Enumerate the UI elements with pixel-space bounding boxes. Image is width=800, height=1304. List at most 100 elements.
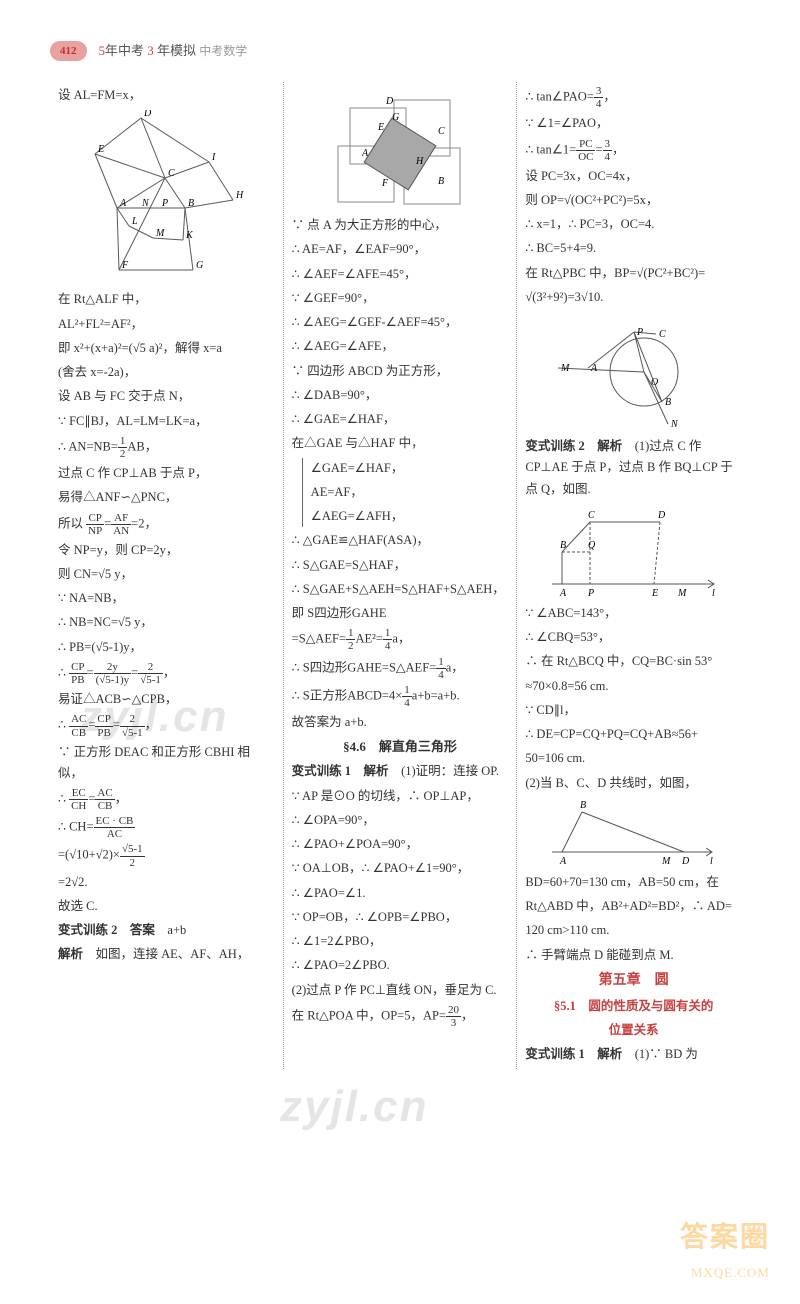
svg-text:A: A [119, 198, 127, 209]
text: ∴ DE=CP=CQ+PQ=CQ+AB≈56+ [525, 724, 742, 745]
svg-text:E: E [377, 122, 384, 133]
section-title-46: §4.6 解直角三角形 [292, 736, 509, 758]
text: 令 NP=y，则 CP=2y， [58, 540, 275, 561]
text: ∵ 点 A 为大正方形的中心， [292, 215, 509, 236]
svg-text:N: N [141, 198, 150, 209]
svg-text:H: H [235, 190, 244, 201]
svg-text:A: A [559, 856, 567, 867]
text: 设 PC=3x，OC=4x， [525, 166, 742, 187]
svg-text:B: B [665, 397, 671, 408]
svg-text:L: L [131, 216, 138, 227]
geometry-figure-1: DEICHABNPLMKFG [81, 110, 251, 285]
svg-text:M: M [560, 363, 570, 374]
svg-text:E: E [651, 588, 658, 599]
text: ∵ NA=NB， [58, 588, 275, 609]
text: (2)过点 P 作 PC⊥直线 ON，垂足为 C. [292, 980, 509, 1001]
text: ∴ ∠1=2∠PBO， [292, 931, 509, 952]
svg-text:D: D [681, 856, 690, 867]
text: AL²+FL²=AF²， [58, 314, 275, 335]
text: 所以 CPNP=AFAN=2， [58, 512, 275, 537]
text: ∴ AE=AF，∠EAF=90°， [292, 239, 509, 260]
text: ∴ CPPB=2y(√5-1)y=2√5-1， [58, 661, 275, 686]
text: 在 Rt△POA 中，OP=5，AP=203， [292, 1004, 509, 1029]
geometry-figure-4: APEMlBCDQ [544, 504, 724, 599]
text: ∴ ∠OPA=90°， [292, 810, 509, 831]
text: 50=106 cm. [525, 748, 742, 769]
text: BD=60+70=130 cm，AB=50 cm，在 [525, 872, 742, 893]
text: ≈70×0.8=56 cm. [525, 676, 742, 697]
text: ∵ OP=OB，∴ ∠OPB=∠PBO， [292, 907, 509, 928]
text: ∵ 四边形 ABCD 为正方形， [292, 361, 509, 382]
text: ∴ S△GAE=S△HAF， [292, 555, 509, 576]
svg-text:A: A [559, 588, 567, 599]
text: AE=AF， [311, 482, 509, 503]
text: ∴ ∠AEG=∠AFE， [292, 336, 509, 357]
svg-text:A: A [361, 148, 369, 159]
svg-text:C: C [168, 168, 175, 179]
text: 设 AL=FM=x， [58, 85, 275, 106]
svg-text:O: O [651, 377, 658, 388]
text: Rt△ABD 中，AB²+AD²=BD²，∴ AD= [525, 896, 742, 917]
text: ∴ 手臂端点 D 能碰到点 M. [525, 945, 742, 966]
column-1: 设 AL=FM=x， DEICHABNPLMKFG 在 Rt△ALF 中， AL… [50, 82, 284, 1068]
column-2: DGECAHFB ∵ 点 A 为大正方形的中心， ∴ AE=AF，∠EAF=90… [284, 82, 518, 1068]
footer-url: MXQE.COM [680, 1262, 770, 1284]
svg-text:C: C [659, 329, 666, 340]
text: 变式训练 2 解析 (1)过点 C 作 CP⊥AE 于点 P，过点 B 作 BQ… [525, 436, 742, 500]
text: ∴ S正方形ABCD=4×14a+b=a+b. [292, 684, 509, 709]
text: ∴ 在 Rt△BCQ 中，CQ=BC·sin 53° [525, 651, 742, 672]
text: ∠AEG=∠AFH， [311, 506, 509, 527]
text: ∴ x=1，∴ PC=3，OC=4. [525, 214, 742, 235]
text: ∴ ∠PAO+∠POA=90°， [292, 834, 509, 855]
text: ∠GAE=∠HAF， [311, 458, 509, 479]
text: ∴ ∠PAO=∠1. [292, 883, 509, 904]
text: ∵ OA⊥OB，∴ ∠PAO+∠1=90°， [292, 858, 509, 879]
geometry-figure-3: MAOPCBN [544, 312, 724, 432]
svg-text:A: A [590, 363, 598, 374]
svg-text:B: B [560, 540, 566, 551]
page: zyjl.cn zyjl.cn 412 5年中考 3 年模拟 中考数学 设 AL… [0, 0, 800, 1304]
content-columns: 设 AL=FM=x， DEICHABNPLMKFG 在 Rt△ALF 中， AL… [50, 82, 750, 1068]
geometry-figure-2: DGECAHFB [320, 86, 480, 211]
svg-text:C: C [438, 126, 445, 137]
svg-text:F: F [121, 260, 129, 271]
text: ∴ NB=NC=√5 y， [58, 612, 275, 633]
svg-text:D: D [385, 96, 394, 107]
text: 易得△ANF∽△PNC， [58, 487, 275, 508]
text: =S△AEF=12AE²=14a， [292, 627, 509, 652]
svg-text:l: l [712, 588, 715, 599]
text: 故选 C. [58, 896, 275, 917]
watermark-2: zyjl.cn [280, 1070, 429, 1145]
text: ∵ ∠GEF=90°， [292, 288, 509, 309]
text: ∵ FC∥BJ，AL=LM=LK=a， [58, 411, 275, 432]
svg-text:B: B [580, 800, 586, 811]
svg-text:l: l [710, 856, 713, 867]
svg-text:G: G [196, 260, 203, 271]
text: ∴ tan∠1=PCOC=34， [525, 138, 742, 163]
text: ∴ ∠AEF=∠AFE=45°， [292, 264, 509, 285]
text: √(3²+9²)=3√10. [525, 287, 742, 308]
column-3: ∴ tan∠PAO=34， ∵ ∠1=∠PAO， ∴ tan∠1=PCOC=34… [517, 82, 750, 1068]
text: 变式训练 1 解析 (1)∵ BD 为 [525, 1044, 742, 1065]
svg-text:B: B [438, 176, 444, 187]
text: ∴ S△GAE+S△AEH=S△HAF+S△AEH， [292, 579, 509, 600]
text: 过点 C 作 CP⊥AB 于点 P， [58, 463, 275, 484]
text: (舍去 x=-2a)， [58, 362, 275, 383]
text: =2√2. [58, 872, 275, 893]
text: ∴ ∠GAE=∠HAF， [292, 409, 509, 430]
text: ∴ ∠CBQ=53°， [525, 627, 742, 648]
geometry-figure-5: AMlBD [544, 798, 724, 868]
text: ∴ AN=NB=12AB， [58, 435, 275, 460]
text: 变式训练 1 解析 (1)证明：连接 OP. [292, 761, 509, 782]
text: 即 x²+(x+a)²=(√5 a)²，解得 x=a [58, 338, 275, 359]
page-header: 412 5年中考 3 年模拟 中考数学 [50, 40, 750, 62]
svg-text:P: P [161, 198, 168, 209]
chapter-title: 第五章 圆 [525, 969, 742, 993]
svg-text:F: F [381, 178, 389, 189]
svg-text:C: C [588, 510, 595, 521]
text: ∴ ∠DAB=90°， [292, 385, 509, 406]
text: 设 AB 与 FC 交于点 N， [58, 386, 275, 407]
text: 在 Rt△PBC 中，BP=√(PC²+BC²)= [525, 263, 742, 284]
text: 变式训练 2 答案 a+b [58, 920, 275, 941]
text: 120 cm>110 cm. [525, 920, 742, 941]
